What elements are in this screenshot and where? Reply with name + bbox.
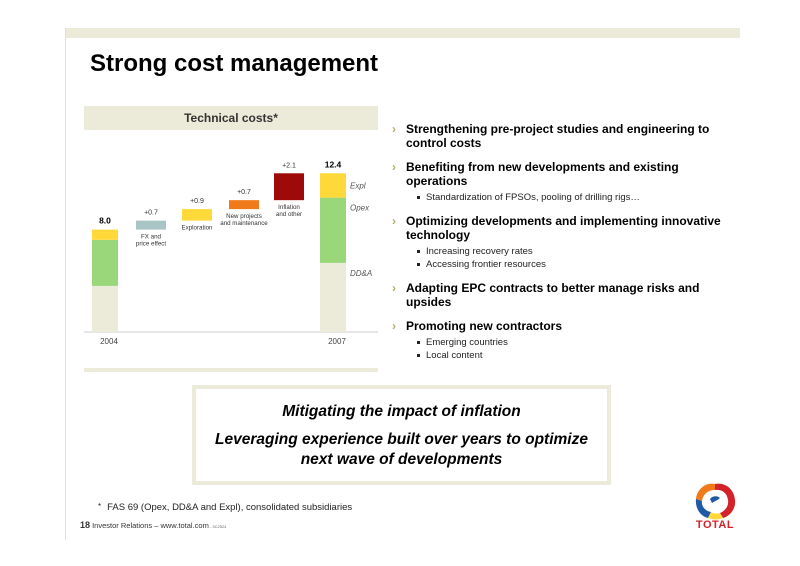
footnote-text: FAS 69 (Opex, DD&A and Expl), consolidat… [107,502,353,513]
bullet-item: › Strengthening pre-project studies and e… [392,122,742,150]
year-label-2007: 2007 [328,337,346,346]
chevron-right-icon: › [392,122,396,136]
increment-value-label: +0.7 [237,189,251,196]
total-logo-icon [695,483,736,520]
sub-bullet-text: Local content [426,350,483,361]
category-label: and other [276,211,302,218]
sub-bullet-text: Increasing recovery rates [426,246,533,257]
slide-title: Strong cost management [90,50,379,77]
top-band [65,28,740,38]
sub-bullet-item: Increasing recovery rates [416,245,742,258]
value-label-2004: 8.0 [99,216,111,226]
square-bullet-icon [417,354,420,357]
footer-text: Investor Relations – www.total.com [90,521,209,530]
segment-label-opex: Opex [350,203,370,212]
sub-bullet-item: Accessing frontier resources [416,258,742,271]
increment-bar [274,173,304,201]
sub-bullet-text: Emerging countries [426,337,508,348]
callout-line-2: Leveraging experience built over years t… [215,431,588,468]
segment-label-ddna: DD&A [350,269,372,278]
chart-bottom-band [84,368,378,372]
chart-title: Technical costs* [84,106,378,130]
segment-label-expl: Expl [350,181,366,190]
bar-2004-expl-segment [92,229,118,240]
square-bullet-icon [417,341,420,344]
bar-2007-ddna-segment [320,262,346,332]
sub-bullet-text: Accessing frontier resources [426,259,546,270]
bar-2007-opex-segment [320,197,346,263]
bullet-text: Promoting new contractors [406,319,563,333]
square-bullet-icon [417,250,420,253]
chevron-right-icon: › [392,160,396,174]
bullet-text: Strengthening pre-project studies and en… [406,122,710,150]
bullet-item: › Adapting EPC contracts to better manage… [392,281,742,309]
category-label: FX and [141,234,162,241]
increment-value-label: +2.1 [282,162,296,169]
category-label: Exploration [182,225,214,232]
bullet-text: Benefiting from new developments and exi… [406,160,679,188]
increment-value-label: +0.9 [190,198,204,205]
footnote-mark: * [98,502,102,511]
bar-2004-opex-segment [92,239,118,286]
chevron-right-icon: › [392,319,396,333]
category-label: price effect [136,241,166,248]
category-label: New projects [226,213,262,220]
bullet-text: Adapting EPC contracts to better manage … [406,281,700,309]
footer: 18 Investor Relations – www.total.com - … [80,520,226,530]
sub-bullet-item: Emerging countries [416,336,742,349]
chevron-right-icon: › [392,214,396,228]
bar-2004-ddna-segment [92,285,118,332]
increment-bar [182,209,212,221]
page-number: 18 [80,520,91,530]
bullet-item: › Optimizing developments and implementin… [392,214,742,271]
value-label-2007: 12.4 [325,159,342,169]
bullet-list: › Strengthening pre-project studies and e… [392,122,742,372]
footer-code: - 3C2524 [208,524,227,529]
increment-value-label: +0.7 [144,210,158,217]
sub-bullet-item: Local content [416,349,742,362]
bar-2007-expl-segment [320,173,346,198]
category-label: Inflation [278,204,300,211]
increment-bar [229,200,259,210]
category-label: and maintenance [220,220,268,227]
sub-bullet-item: Standardization of FPSOs, pooling of dri… [416,191,742,204]
increment-bar [136,220,166,230]
bullet-item: › Benefiting from new developments and ex… [392,160,742,204]
bullet-item: › Promoting new contractors Emerging count… [392,319,742,362]
callout-box: Mitigating the impact of inflation Lever… [196,389,607,481]
logo-wordmark: TOTAL [695,519,735,531]
sub-bullet-text: Standardization of FPSOs, pooling of dri… [426,192,640,203]
left-rule [65,28,66,540]
footnote: * FAS 69 (Opex, DD&A and Expl), consolida… [98,502,352,513]
square-bullet-icon [417,263,420,266]
year-label-2004: 2004 [100,337,118,346]
square-bullet-icon [417,196,420,199]
callout-line-1: Mitigating the impact of inflation [282,403,521,420]
chevron-right-icon: › [392,281,396,295]
bullet-text: Optimizing developments and implementing… [406,214,721,242]
